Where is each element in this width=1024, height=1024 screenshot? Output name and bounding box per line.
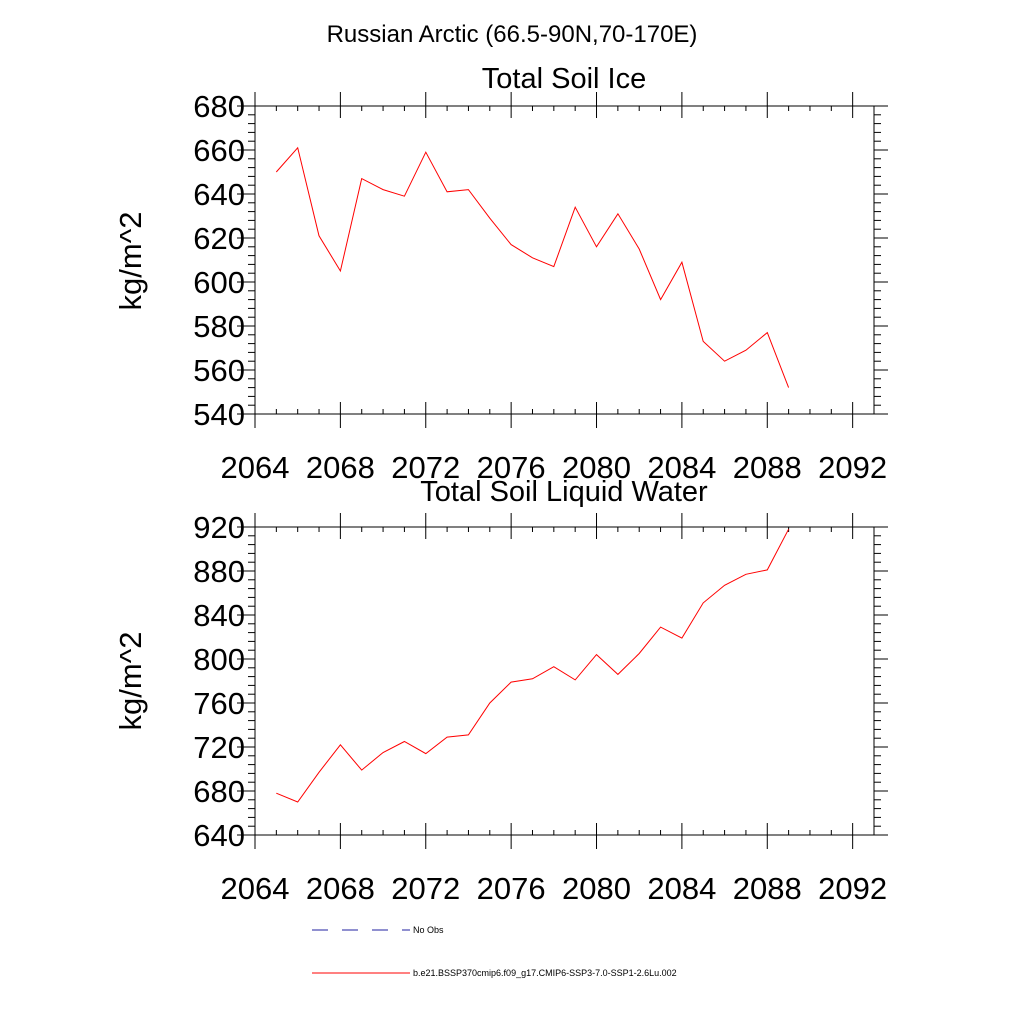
x-tick-label: 2088: [733, 450, 802, 485]
y-axis-label: kg/m^2: [113, 632, 148, 731]
legend: No Obs b.e21.BSSP370cmip6.f09_g17.CMIP6-…: [312, 925, 677, 978]
legend-label-no-obs: No Obs: [413, 925, 444, 935]
x-tick-label: 2068: [306, 450, 375, 485]
panel-title: Total Soil Ice: [482, 63, 646, 95]
x-tick-label: 2080: [562, 450, 631, 485]
panel-total-soil-ice: Total Soil Ice kg/m^2 2064 2068 2072 2076 20…: [113, 63, 888, 485]
y-tick-label: 720: [193, 730, 245, 765]
y-axis-label: kg/m^2: [113, 212, 148, 311]
series-line: [276, 528, 790, 803]
x-tick-label: 2092: [818, 871, 887, 906]
y-tick-label: 660: [193, 133, 245, 168]
y-tick-label: 640: [193, 177, 245, 212]
x-tick-label: 2064: [221, 450, 290, 485]
legend-label-model: b.e21.BSSP370cmip6.f09_g17.CMIP6-SSP3-7.…: [413, 968, 677, 978]
y-tick-label: 680: [193, 89, 245, 124]
x-tick-label: 2064: [221, 871, 290, 906]
x-tick-label: 2084: [647, 450, 716, 485]
y-tick-label: 680: [193, 774, 245, 809]
x-tick-label: 2076: [477, 871, 546, 906]
plot-frame: [254, 105, 875, 415]
plot-frame: [254, 526, 875, 836]
y-tick-label: 600: [193, 265, 245, 300]
y-tick-label: 760: [193, 686, 245, 721]
x-tick-label: 2092: [818, 450, 887, 485]
y-tick-label: 640: [193, 818, 245, 853]
x-tick-label: 2072: [391, 871, 460, 906]
figure-title: Russian Arctic (66.5-90N,70-170E): [327, 21, 698, 48]
y-tick-label: 540: [193, 397, 245, 432]
y-tick-label: 920: [193, 510, 245, 545]
y-tick-label: 580: [193, 309, 245, 344]
y-tick-label: 840: [193, 598, 245, 633]
panel-total-soil-liquid-water: Total Soil Liquid Water kg/m^2 2064 2068 2…: [113, 476, 888, 906]
y-tick-label: 800: [193, 642, 245, 677]
y-tick-label: 620: [193, 221, 245, 256]
panel-title: Total Soil Liquid Water: [420, 476, 708, 508]
series-line: [275, 146, 790, 388]
x-tick-label: 2088: [733, 871, 802, 906]
y-tick-label: 560: [193, 353, 245, 388]
x-tick-label: 2080: [562, 871, 631, 906]
y-tick-label: 880: [193, 554, 245, 589]
x-tick-label: 2084: [647, 871, 716, 906]
x-tick-label: 2068: [306, 871, 375, 906]
x-tick-label: 2072: [391, 450, 460, 485]
x-tick-label: 2076: [477, 450, 546, 485]
